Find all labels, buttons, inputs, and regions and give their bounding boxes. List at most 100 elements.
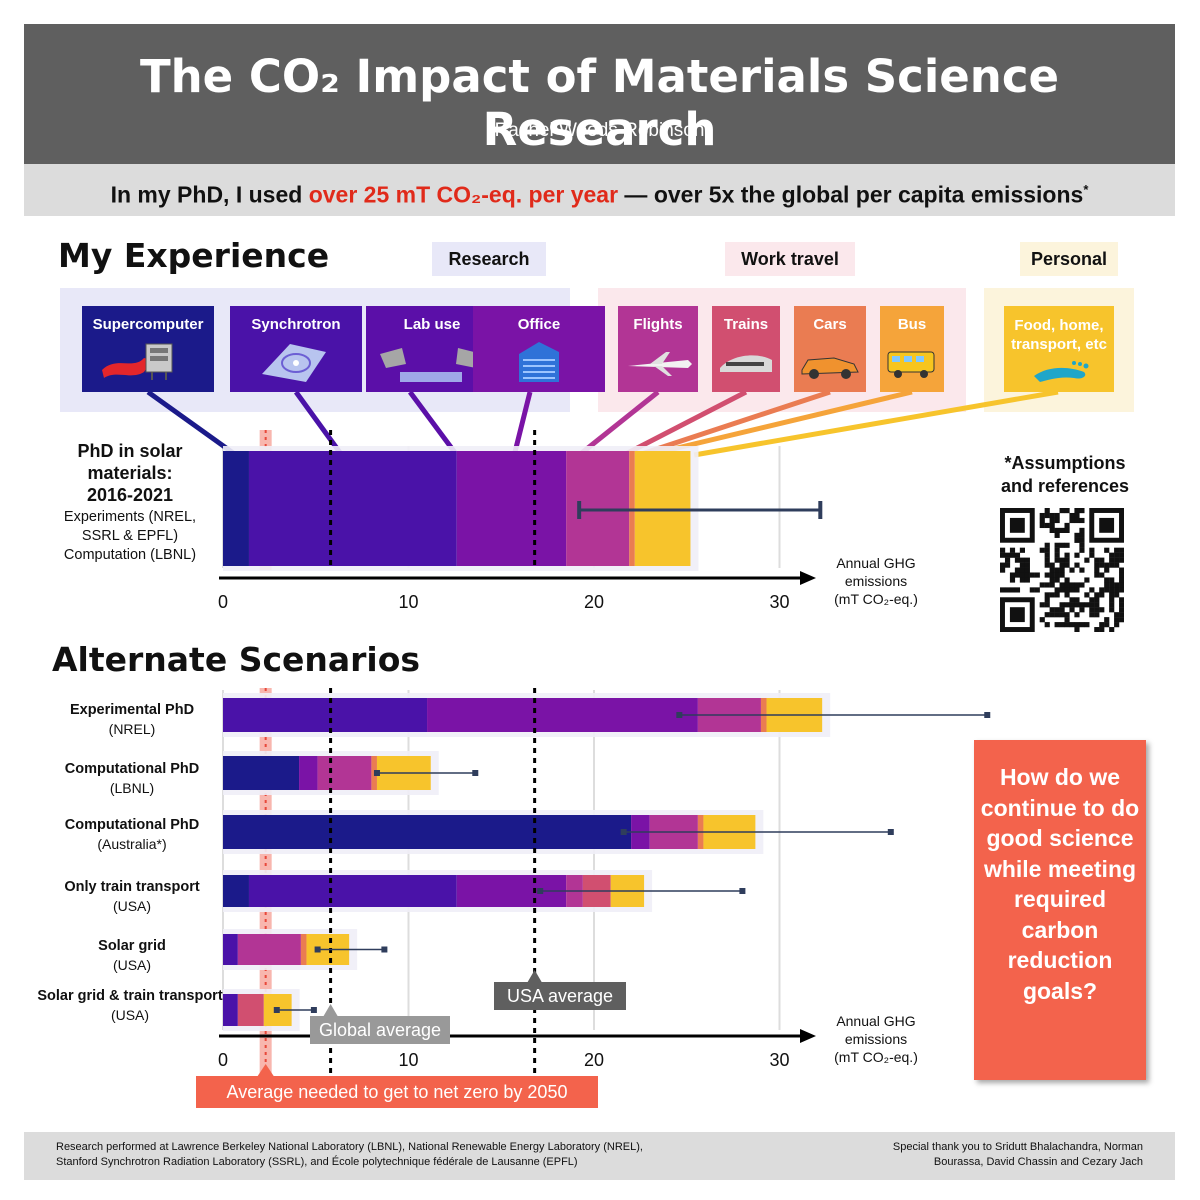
- main-bar-details: Experiments (NREL, SSRL & EPFL) Computat…: [30, 508, 230, 565]
- scenario-0-segment-synchrotron: [223, 698, 428, 732]
- qr-module: [1069, 587, 1075, 593]
- qr-module: [1114, 547, 1120, 553]
- qr-module: [1069, 622, 1075, 628]
- tile-personal: Food, home, transport, etc: [1004, 306, 1114, 392]
- qr-module: [1024, 577, 1030, 583]
- qr-module: [1064, 582, 1070, 588]
- scenario-label-solar: Solar grid (USA): [32, 936, 232, 975]
- assumptions-line-2: and references: [1000, 476, 1130, 496]
- qr-module: [1074, 612, 1080, 618]
- supercomputer-icon: [102, 343, 173, 380]
- qr-module: [1069, 517, 1075, 524]
- qr-module: [1054, 592, 1060, 598]
- footer-right-line-2: Bourassa, David Chassin and Cezary Jach: [933, 1156, 1143, 1168]
- qr-module: [1104, 547, 1110, 553]
- main-bar-segment-synchrotron: [248, 451, 457, 566]
- qr-module: [1104, 622, 1110, 628]
- qr-module: [1074, 597, 1080, 603]
- qr-module: [1069, 567, 1075, 573]
- connector-line: [622, 389, 748, 458]
- qr-module: [1119, 597, 1124, 603]
- qr-module: [1094, 627, 1100, 632]
- qr-module: [1104, 562, 1110, 568]
- qr-module: [1089, 587, 1095, 593]
- tile-cars-label: Cars: [813, 316, 847, 333]
- qr-module: [1064, 592, 1070, 598]
- qr-module: [1109, 562, 1115, 568]
- main-detail-line-3: Computation (LBNL): [63, 547, 197, 563]
- connector-line: [146, 389, 238, 458]
- scenario-name: Solar grid: [98, 938, 166, 954]
- qr-module: [1099, 517, 1115, 533]
- scenario-name: Solar grid & train transport: [37, 988, 223, 1004]
- qr-module: [1074, 627, 1080, 632]
- qr-module: [1074, 552, 1080, 558]
- qr-module: [1069, 607, 1075, 613]
- qr-module: [1024, 557, 1030, 563]
- qr-module: [1064, 562, 1070, 568]
- qr-module: [1119, 552, 1124, 558]
- qr-module: [1074, 517, 1080, 524]
- tile-supercomputer-label: Supercomputer: [92, 316, 204, 333]
- qr-module: [1119, 572, 1124, 578]
- qr-module: [1054, 612, 1060, 618]
- scenario-3-error-cap-high: [739, 888, 746, 894]
- headline-stat: In my PhD, I used over 25 mT CO₂-eq. per…: [24, 164, 1175, 216]
- qr-module: [1044, 562, 1050, 568]
- main-title-line-3: 2016-2021: [86, 485, 174, 505]
- qr-module: [1109, 597, 1115, 603]
- qr-module: [1059, 567, 1065, 573]
- footer-right-line-1: Special thank you to Sridutt Bhalachandr…: [892, 1141, 1143, 1153]
- qr-module: [1044, 552, 1050, 558]
- main-title-line-2: materials:: [87, 463, 173, 483]
- x-axis-arrow-top: [800, 571, 816, 585]
- scenario-label-train: Only train transport (USA): [32, 877, 232, 916]
- qr-module: [1044, 557, 1050, 563]
- qr-module: [1114, 582, 1120, 588]
- qr-module: [1109, 552, 1115, 558]
- main-title-line-1: PhD in solar: [77, 441, 183, 461]
- qr-module: [1089, 597, 1095, 603]
- scenario-1-error-cap-high: [472, 770, 479, 776]
- qr-module: [1019, 547, 1025, 553]
- connector-line: [577, 390, 660, 457]
- x-tick-label-bottom: 30: [769, 1050, 789, 1070]
- scenario-4-segment-synchrotron: [223, 934, 238, 965]
- scenario-0-segment-office: [427, 698, 698, 732]
- qr-module: [1049, 562, 1055, 568]
- axis-label-bottom-line-3: (mT CO₂-eq.): [834, 1049, 918, 1065]
- qr-module: [1009, 552, 1016, 558]
- qr-module: [1034, 587, 1040, 593]
- qr-module: [1114, 557, 1120, 563]
- qr-module: [1059, 607, 1065, 613]
- qr-module: [1119, 617, 1124, 623]
- qr-module: [1049, 582, 1055, 588]
- qr-module: [1064, 587, 1070, 593]
- main-bar-segment-supercomputer: [223, 451, 249, 566]
- tile-cars: Cars: [794, 306, 866, 392]
- bus-icon: [887, 351, 935, 378]
- qr-module: [1064, 557, 1070, 563]
- qr-module: [1009, 572, 1016, 578]
- x-tick-label-top: 0: [218, 592, 228, 612]
- qr-module: [1004, 562, 1011, 568]
- scenario-sub: (Australia*): [97, 836, 167, 852]
- qr-module: [1104, 587, 1110, 593]
- qr-code[interactable]: [1000, 508, 1124, 632]
- qr-module: [1044, 602, 1050, 608]
- qr-module: [1119, 567, 1124, 573]
- qr-module: [1059, 622, 1065, 628]
- car-icon: [801, 357, 859, 379]
- scenario-4-error-cap-low: [314, 946, 321, 953]
- qr-module: [1000, 587, 1006, 593]
- qr-module: [1074, 602, 1080, 608]
- qr-module: [1119, 612, 1124, 618]
- qr-module: [1044, 572, 1050, 578]
- qr-module: [1114, 622, 1120, 628]
- qr-module: [1000, 567, 1006, 573]
- qr-module: [1019, 577, 1025, 583]
- qr-module: [1039, 547, 1045, 553]
- header-banner: The CO₂ Impact of Materials Science Rese…: [24, 24, 1175, 164]
- qr-module: [1064, 552, 1070, 558]
